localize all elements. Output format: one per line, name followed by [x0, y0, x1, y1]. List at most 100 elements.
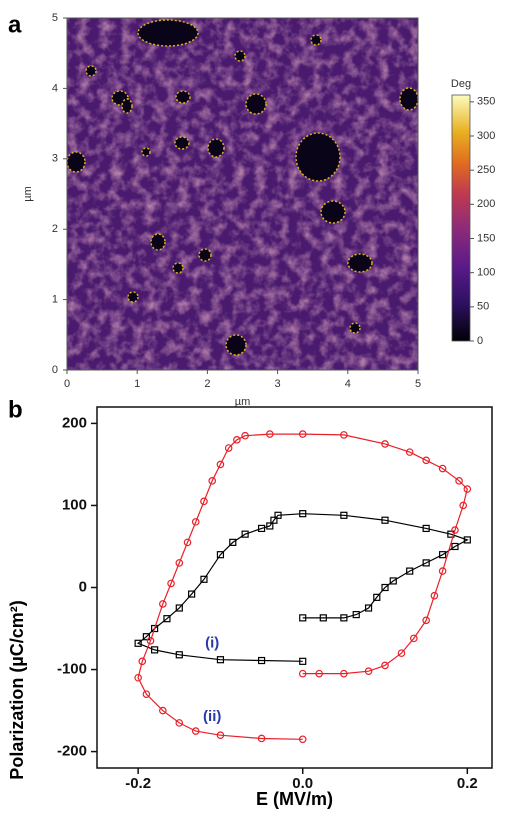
domain [66, 151, 86, 173]
marker [191, 518, 200, 526]
domain [234, 50, 246, 62]
domain [295, 132, 341, 182]
marker [257, 734, 266, 743]
domain [320, 200, 346, 224]
domain [349, 322, 361, 334]
marker [191, 727, 200, 735]
marker [216, 656, 225, 664]
marker [142, 633, 150, 641]
marker [422, 524, 430, 533]
domain [347, 253, 373, 273]
phase-image [66, 17, 419, 371]
x-tick-label: 0.0 [292, 775, 313, 792]
image-texture [67, 18, 418, 370]
marker [175, 719, 184, 727]
domain [141, 147, 151, 157]
marker [134, 673, 142, 682]
marker [299, 614, 307, 622]
domain [137, 19, 199, 47]
x-tick-label: -0.2 [125, 775, 151, 792]
marker [138, 657, 147, 666]
marker [451, 526, 459, 534]
y-tick-label: 4 [52, 82, 58, 94]
colorbar-tick-label: 50 [477, 301, 489, 313]
marker [439, 551, 447, 559]
domain [172, 262, 184, 274]
marker [299, 510, 307, 518]
y-tick-label: 2 [52, 223, 58, 235]
marker [451, 542, 459, 551]
marker [315, 669, 323, 678]
x-axis-title: E (MV/m) [256, 789, 333, 809]
domain [399, 87, 419, 111]
marker [381, 583, 389, 592]
marker [422, 456, 430, 465]
marker [216, 731, 225, 739]
y-tick-label: -100 [57, 661, 87, 678]
marker [216, 460, 225, 469]
marker [298, 430, 307, 438]
marker [257, 524, 266, 533]
plot-frame [96, 406, 493, 769]
marker [146, 637, 155, 645]
marker [373, 593, 381, 601]
domain [245, 93, 267, 115]
marker [410, 634, 418, 643]
marker [134, 639, 142, 647]
marker [151, 624, 159, 633]
annotation: (i) [205, 634, 219, 651]
y-tick-label: 3 [52, 153, 58, 165]
panel-label: a [8, 11, 22, 38]
colorbar-tick-label: 200 [477, 198, 495, 210]
marker [389, 577, 397, 585]
marker [340, 431, 348, 439]
marker [364, 667, 373, 675]
domain [198, 248, 212, 262]
marker [233, 436, 241, 444]
marker [405, 448, 414, 456]
marker [163, 615, 171, 623]
y-tick-label: 100 [62, 496, 87, 513]
colorbar-tick-label: 100 [477, 267, 495, 279]
y-tick-label: 0 [79, 578, 87, 595]
colorbar-tick-label: 350 [477, 96, 495, 108]
domain [121, 98, 133, 114]
domain [310, 34, 322, 46]
marker [151, 646, 159, 654]
marker [298, 669, 307, 678]
colorbar-tick-label: 0 [477, 335, 483, 347]
marker [257, 656, 266, 665]
y-tick-label: 200 [62, 414, 87, 431]
y-axis-title: µm [22, 186, 34, 202]
marker [183, 538, 192, 547]
marker [229, 538, 237, 546]
marker [397, 649, 406, 657]
x-tick-label: 2 [204, 378, 210, 390]
marker [340, 669, 348, 678]
domain [207, 138, 225, 158]
domain [127, 291, 139, 303]
domain [174, 136, 190, 150]
domain [175, 90, 191, 104]
marker [422, 559, 430, 567]
marker [438, 464, 447, 473]
marker [455, 477, 463, 485]
domain [150, 233, 166, 251]
marker [430, 591, 439, 600]
marker [459, 501, 467, 510]
series-line [137, 433, 468, 740]
x-tick-label: 4 [345, 378, 351, 390]
series-line [136, 513, 469, 662]
colorbar-tick-label: 150 [477, 232, 495, 244]
marker [406, 567, 414, 575]
domain [225, 334, 247, 356]
marker [167, 579, 175, 588]
x-tick-label: 1 [134, 378, 140, 390]
x-tick-label: 0.2 [457, 775, 478, 792]
marker [200, 497, 208, 506]
x-tick-label: 3 [275, 378, 281, 390]
marker [270, 516, 278, 524]
marker [208, 477, 217, 485]
x-axis-title: µm [235, 396, 251, 408]
marker [200, 575, 208, 583]
